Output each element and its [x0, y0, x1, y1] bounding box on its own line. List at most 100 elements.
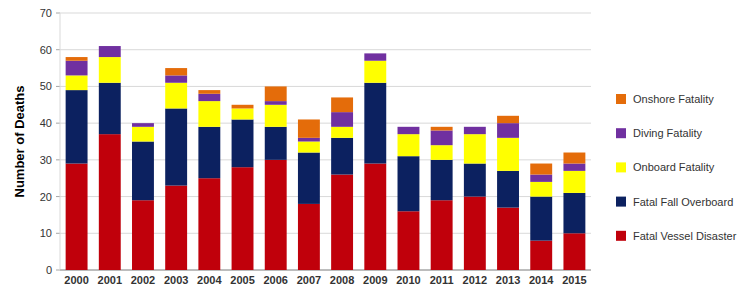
y-axis-line	[60, 13, 61, 270]
bar-segment	[198, 94, 220, 101]
bars	[66, 46, 586, 270]
bar-segment	[198, 127, 220, 178]
x-tick-label: 2000	[64, 274, 88, 286]
bar-segment	[198, 90, 220, 94]
bar-segment	[530, 175, 552, 182]
y-tick-label: 70	[40, 7, 52, 19]
bar-segment	[464, 197, 486, 270]
bar-segment	[132, 127, 154, 142]
bar-segment	[331, 138, 353, 175]
legend-swatch	[616, 162, 626, 172]
bar-segment	[497, 123, 519, 138]
bar-segment	[99, 57, 121, 83]
y-tick	[56, 123, 60, 124]
x-tick-label: 2002	[131, 274, 155, 286]
legend-swatch	[616, 231, 626, 241]
bar-segment	[132, 142, 154, 201]
y-tick-label: 10	[40, 227, 52, 239]
bar-segment	[99, 83, 121, 134]
y-tick	[56, 196, 60, 197]
bar-segment	[431, 127, 453, 131]
bar-segment	[364, 53, 386, 60]
bar-segment	[265, 127, 287, 160]
y-axis-title: Number of Deaths	[12, 86, 27, 198]
legend-label: Onboard Fatality	[633, 161, 715, 173]
bar-segment	[464, 134, 486, 163]
x-tick-label: 2010	[396, 274, 420, 286]
bar-segment	[232, 105, 254, 109]
chart: 010203040506070Number of Deaths200020012…	[0, 0, 750, 296]
legend-label: Onshore Fatality	[633, 93, 714, 105]
legend-swatch	[616, 128, 626, 138]
bar-segment	[165, 186, 187, 270]
bar-segment	[497, 171, 519, 208]
bar-segment	[331, 112, 353, 127]
bar-segment	[364, 164, 386, 270]
bar-segment	[165, 75, 187, 82]
bar-segment	[298, 204, 320, 270]
bar-segment	[431, 200, 453, 270]
bar-segment	[232, 108, 254, 119]
x-tick-label: 2003	[164, 274, 188, 286]
grid-line	[60, 49, 591, 50]
bar-segment	[265, 105, 287, 127]
bar-segment	[563, 164, 585, 171]
bar-segment	[265, 86, 287, 101]
bar-segment	[530, 164, 552, 175]
grid-line	[60, 13, 591, 14]
bar-segment	[364, 61, 386, 83]
bar-segment	[464, 126, 486, 127]
bar-segment	[165, 108, 187, 185]
bar-segment	[431, 145, 453, 160]
bar-segment	[331, 97, 353, 112]
bar-segment	[464, 127, 486, 134]
x-tick-label: 2008	[330, 274, 354, 286]
y-tick	[56, 159, 60, 160]
x-tick-label: 2007	[297, 274, 321, 286]
bar-segment	[198, 178, 220, 270]
bar-segment	[563, 233, 585, 270]
bar-segment	[165, 68, 187, 75]
bar-segment	[497, 138, 519, 171]
x-tick-label: 2011	[430, 274, 454, 286]
legend-swatch	[616, 94, 626, 104]
y-tick-label: 0	[46, 264, 52, 276]
y-tick	[56, 270, 60, 271]
bar-segment	[398, 127, 420, 134]
bar-segment	[99, 134, 121, 270]
bar-segment	[331, 127, 353, 138]
bar-segment	[398, 126, 420, 127]
legend-swatch	[616, 197, 626, 207]
bar-segment	[265, 160, 287, 270]
bar-segment	[464, 164, 486, 197]
y-tick	[56, 13, 60, 14]
bar-segment	[66, 57, 88, 61]
bar-segment	[563, 153, 585, 164]
bar-segment	[431, 130, 453, 145]
bar-segment	[497, 116, 519, 123]
bar-segment	[265, 101, 287, 105]
bar-segment	[298, 138, 320, 142]
x-tick-label: 2005	[230, 274, 254, 286]
bar-segment	[563, 193, 585, 233]
bar-segment	[398, 134, 420, 156]
x-tick-label: 2014	[529, 274, 554, 286]
bar-segment	[530, 241, 552, 270]
x-tick-label: 2013	[496, 274, 520, 286]
y-tick-label: 60	[40, 44, 52, 56]
x-tick-label: 2012	[463, 274, 487, 286]
bar-segment	[99, 46, 121, 47]
bar-segment	[198, 101, 220, 127]
legend-label: Diving Fatality	[633, 127, 703, 139]
legend-label: Fatal Vessel Disaster	[633, 230, 737, 242]
y-tick-label: 40	[40, 117, 52, 129]
y-tick	[56, 233, 60, 234]
bar-segment	[232, 119, 254, 167]
y-tick-label: 30	[40, 154, 52, 166]
bar-segment	[497, 208, 519, 270]
bar-segment	[165, 83, 187, 109]
bar-segment	[364, 53, 386, 54]
bar-segment	[530, 197, 552, 241]
x-tick-label: 2006	[263, 274, 287, 286]
bar-segment	[66, 61, 88, 76]
